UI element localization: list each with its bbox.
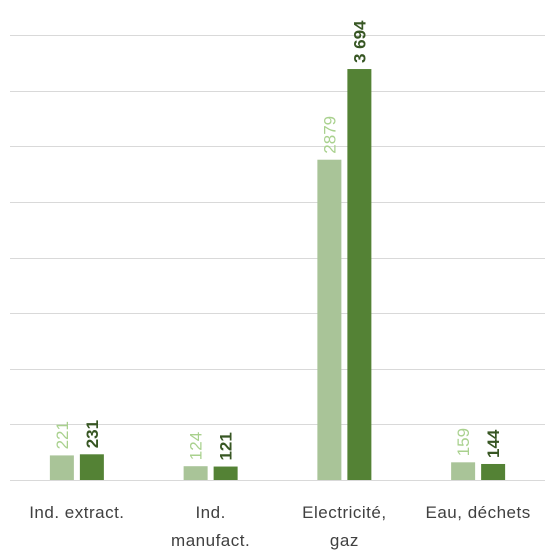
bars — [49, 69, 506, 480]
category-labels: Ind. extract. Ind. manufact. Electricité, ga… — [29, 503, 531, 550]
value-labels: 221 231 124 121 2879 3 694 159 144 — [53, 20, 503, 461]
data-label-series-1-cat-4: 159 — [454, 428, 473, 456]
bar-series-1-cat-3 — [317, 159, 342, 480]
data-label-series-2-cat-1: 231 — [83, 420, 102, 448]
category-label-2-line-2: manufact. — [171, 531, 250, 550]
category-label-3-line-2: gaz — [330, 531, 359, 550]
category-label-2-line-1: Ind. — [195, 503, 225, 522]
bar-series-1-cat-1 — [49, 455, 74, 480]
data-label-series-1-cat-3: 2879 — [320, 116, 339, 154]
data-label-series-2-cat-4: 144 — [484, 429, 503, 458]
bar-series-2-cat-4 — [481, 463, 506, 480]
data-label-series-1-cat-1: 221 — [53, 421, 72, 449]
bar-series-2-cat-1 — [79, 454, 104, 480]
data-label-series-2-cat-2: 121 — [217, 432, 236, 460]
category-label-1-line-1: Ind. extract. — [29, 503, 124, 522]
gridlines — [10, 35, 545, 481]
bar-series-1-cat-4 — [451, 462, 476, 480]
bar-series-1-cat-2 — [183, 466, 208, 480]
category-label-4-line-1: Eau, déchets — [426, 503, 531, 522]
category-label-3-line-1: Electricité, — [302, 503, 386, 522]
bar-series-2-cat-3 — [347, 69, 372, 480]
bar-series-2-cat-2 — [213, 466, 238, 480]
data-label-series-1-cat-2: 124 — [187, 432, 206, 460]
data-label-series-2-cat-3: 3 694 — [350, 20, 369, 63]
